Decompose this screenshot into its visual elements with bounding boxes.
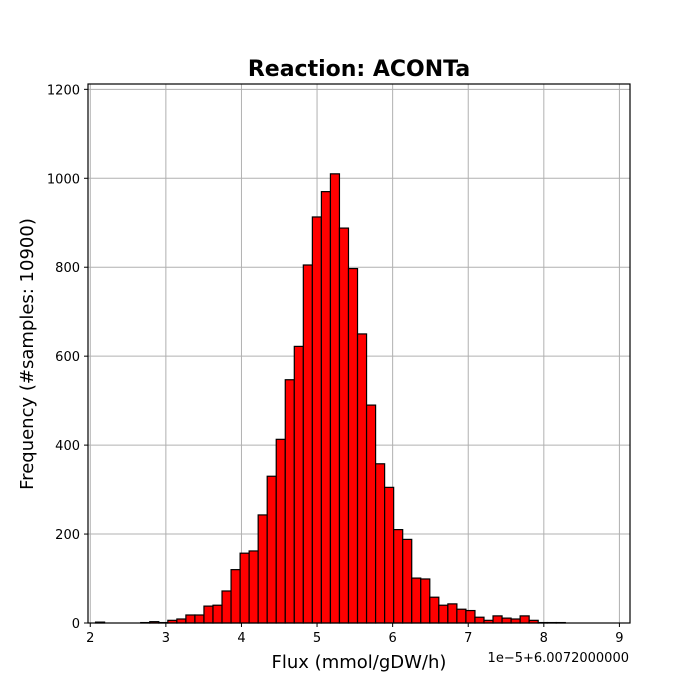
y-tick-label: 800 [55,261,80,276]
histogram-bar [429,596,440,624]
grid-lines [88,84,630,624]
y-axis-label: Frequency (#samples: 10900) [17,218,38,490]
y-tick-label: 1000 [47,172,80,187]
histogram-bar [474,616,485,624]
histogram-bar [447,603,458,624]
histogram-bar [384,486,395,624]
y-tick-label: 400 [55,439,80,454]
x-axis-offset-label: 1e−5+6.0072000000 [488,651,629,666]
x-tick-label: 4 [237,631,245,646]
histogram-bar [438,604,449,624]
histogram-bar [510,618,521,624]
histogram-bar [284,379,295,624]
histogram-bar [347,267,359,624]
histogram-bar [239,552,250,624]
x-axis-ticks: 2 3 4 5 6 7 8 9 [86,623,624,646]
y-tick-label: 1200 [47,83,80,98]
histogram-bar [402,538,413,624]
x-tick-label: 8 [540,631,548,646]
histogram-bar [275,438,286,624]
histogram-bar [302,264,313,624]
x-tick-label: 2 [86,631,94,646]
y-tick-label: 600 [55,350,80,365]
histogram-bar [356,333,368,624]
histogram-bar [420,578,431,624]
histogram-bar [176,618,187,624]
histogram-bar [338,227,350,624]
histogram-bar [501,617,512,624]
x-axis-label: Flux (mmol/gDW/h) [272,652,447,673]
y-tick-label: 0 [72,617,80,632]
histogram-bar [365,404,377,624]
histogram-bar [248,550,259,624]
x-tick-label: 3 [162,631,170,646]
histogram-bar [519,615,530,624]
histogram-bar [293,345,304,624]
x-tick-label: 6 [388,631,396,646]
histogram-bar [492,615,503,624]
histogram-bar [320,191,332,624]
histogram-bar [194,614,205,624]
histogram-bars [94,173,566,624]
axes-frame [87,83,631,624]
x-tick-label: 7 [464,631,472,646]
histogram-bar [393,529,404,624]
histogram-bar [411,577,422,624]
histogram-bar [203,605,214,624]
histogram-bar [374,463,386,624]
chart-title: Reaction: ACONTa [248,57,470,82]
histogram-bar [185,614,196,624]
x-tick-label: 9 [615,631,623,646]
histogram-bar [311,216,322,624]
histogram-bar [329,173,341,624]
y-tick-label: 200 [55,528,80,543]
y-axis-ticks: 0 200 400 600 800 1000 1200 [47,83,88,632]
histogram-bar [465,609,476,624]
histogram-bar [212,604,223,624]
histogram-bar [456,608,467,624]
histogram-bar [230,569,241,624]
histogram-bar [221,590,232,624]
x-tick-label: 5 [313,631,321,646]
histogram-bar [266,475,277,624]
histogram-bar [257,514,268,624]
